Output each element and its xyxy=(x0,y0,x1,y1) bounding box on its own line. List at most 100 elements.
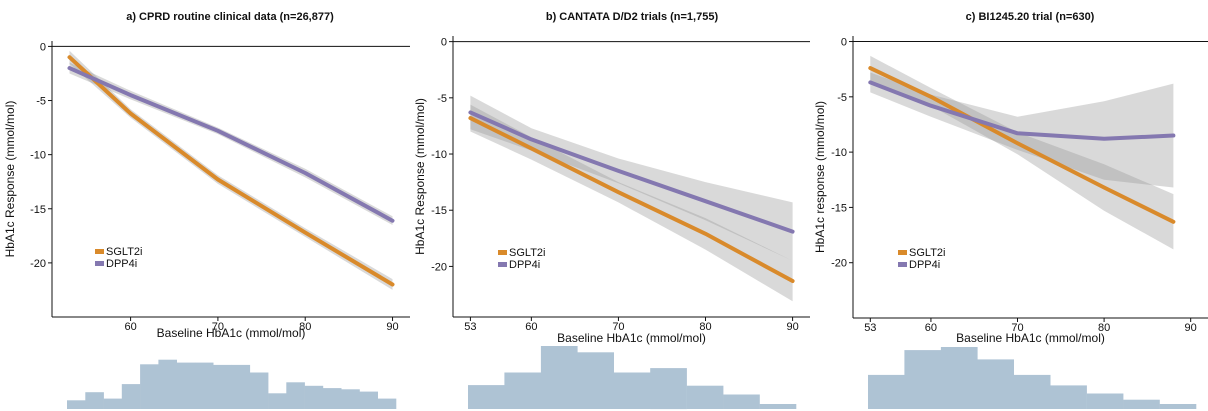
histogram-bar xyxy=(304,385,324,409)
histogram-bar xyxy=(140,364,159,409)
y-tick-label: 0 xyxy=(40,41,46,53)
x-tick-label: 90 xyxy=(386,321,398,333)
panel-title: c) BI1245.20 trial (n=630) xyxy=(966,11,1095,23)
x-tick-label: 70 xyxy=(212,321,224,333)
histogram-bar xyxy=(213,364,232,409)
histogram-bar xyxy=(759,404,797,409)
legend-label: SGLT2i xyxy=(909,247,945,259)
x-axis-label: Baseline HbA1c (mmol/mol) xyxy=(157,326,306,340)
x-tick-label: 80 xyxy=(299,321,311,333)
series-line-sglt2i xyxy=(468,116,795,283)
histogram-bar xyxy=(904,350,942,409)
histogram-bar xyxy=(103,398,123,409)
histogram-bar xyxy=(613,372,651,409)
histogram-bar xyxy=(377,398,397,409)
confidence-band-dpp4i xyxy=(870,72,1174,188)
chart-panel: c) BI1245.20 trial (n=630) 0 -5 -10 -15 -20 53… xyxy=(813,11,1208,409)
y-tick-label: -15 xyxy=(831,202,847,214)
series-line-dpp4i xyxy=(868,80,1176,141)
histogram-bar xyxy=(468,385,505,409)
y-tick-label: -15 xyxy=(431,205,447,217)
histogram-bar xyxy=(194,362,214,409)
histogram-bar xyxy=(1123,399,1160,409)
histogram-bar xyxy=(940,347,978,409)
x-tick-label: 80 xyxy=(1098,322,1110,334)
y-tick-label: -10 xyxy=(431,149,447,161)
histogram-bar xyxy=(268,393,287,409)
chart-panel: a) CPRD routine clinical data (n=26,877)… xyxy=(3,11,410,409)
x-tick-label: 80 xyxy=(699,321,711,333)
histogram-bar xyxy=(1050,385,1087,409)
histogram-bar xyxy=(176,362,196,409)
x-axis-label: Baseline HbA1c (mmol/mol) xyxy=(956,331,1105,345)
legend-label: DPP4i xyxy=(509,259,540,271)
histogram-bar xyxy=(341,389,360,409)
y-tick-label: 0 xyxy=(441,37,447,49)
histogram-bar xyxy=(650,368,687,410)
x-tick-label: 60 xyxy=(525,321,537,333)
x-tick-label: 90 xyxy=(1185,322,1197,334)
histogram-bar xyxy=(1013,374,1051,409)
y-axis-label: HbA1c Response (mmol/mol) xyxy=(3,101,17,258)
histogram-bar xyxy=(540,346,578,409)
histogram-bar xyxy=(85,392,104,409)
legend-label: SGLT2i xyxy=(509,247,545,259)
y-tick-label: -5 xyxy=(437,93,447,105)
histogram-bar xyxy=(1159,404,1197,409)
y-tick-label: -20 xyxy=(30,258,46,270)
x-tick-label: 60 xyxy=(124,321,136,333)
y-tick-label: -10 xyxy=(831,147,847,159)
histogram-bar xyxy=(286,382,305,409)
panel-title: b) CANTATA D/D2 trials (n=1,755) xyxy=(546,11,719,23)
chart-panel: b) CANTATA D/D2 trials (n=1,755) 0 -5 -10 -1… xyxy=(413,11,810,410)
y-tick-label: 0 xyxy=(841,37,847,49)
histogram-bar xyxy=(977,359,1014,409)
confidence-band-sglt2i xyxy=(470,104,793,302)
histogram-bar xyxy=(67,400,86,409)
legend-swatch-dpp4i xyxy=(498,262,507,267)
x-tick-label: 70 xyxy=(612,321,624,333)
legend-swatch-sglt2i xyxy=(898,250,907,255)
histogram-bar xyxy=(723,394,760,409)
legend-label: DPP4i xyxy=(106,258,137,270)
y-tick-label: -5 xyxy=(837,92,847,104)
histogram-bar xyxy=(868,374,905,409)
legend-swatch-sglt2i xyxy=(95,249,104,254)
histogram-bar xyxy=(249,372,269,409)
x-tick-label: 53 xyxy=(864,322,876,334)
x-tick-label: 70 xyxy=(1011,322,1023,334)
legend-swatch-dpp4i xyxy=(95,261,104,266)
y-axis-label: HbA1c response (mmol/mol) xyxy=(813,101,827,253)
histogram-bar xyxy=(686,385,724,409)
y-axis-label: HbA1c Response (mmol/mol) xyxy=(413,98,427,255)
histogram-bar xyxy=(121,384,141,409)
legend-label: SGLT2i xyxy=(106,246,142,258)
confidence-band-dpp4i xyxy=(69,62,393,225)
histogram-bar xyxy=(504,372,542,409)
y-tick-label: -15 xyxy=(30,204,46,216)
x-tick-label: 90 xyxy=(786,321,798,333)
confidence-band-dpp4i xyxy=(470,95,793,261)
panel-title: a) CPRD routine clinical data (n=26,877) xyxy=(126,11,334,23)
x-tick-label: 53 xyxy=(464,321,476,333)
histogram-bar xyxy=(322,388,342,409)
histogram-bar xyxy=(359,391,378,409)
y-tick-label: -10 xyxy=(30,150,46,162)
series-line-sglt2i xyxy=(868,66,1176,224)
series-line-sglt2i xyxy=(67,55,395,287)
y-tick-label: -5 xyxy=(36,96,46,108)
y-tick-label: -20 xyxy=(831,258,847,270)
histogram-bar xyxy=(158,359,177,409)
histogram-bar xyxy=(231,364,251,409)
histogram-bar xyxy=(577,352,614,409)
legend-label: DPP4i xyxy=(909,259,940,271)
x-tick-label: 60 xyxy=(925,322,937,334)
histogram-bar xyxy=(1086,393,1124,409)
x-axis-label: Baseline HbA1c (mmol/mol) xyxy=(557,331,706,345)
legend-swatch-sglt2i xyxy=(498,250,507,255)
series-line-dpp4i xyxy=(67,66,395,223)
series-line-dpp4i xyxy=(468,110,795,234)
y-tick-label: -20 xyxy=(431,261,447,273)
legend-swatch-dpp4i xyxy=(898,262,907,267)
